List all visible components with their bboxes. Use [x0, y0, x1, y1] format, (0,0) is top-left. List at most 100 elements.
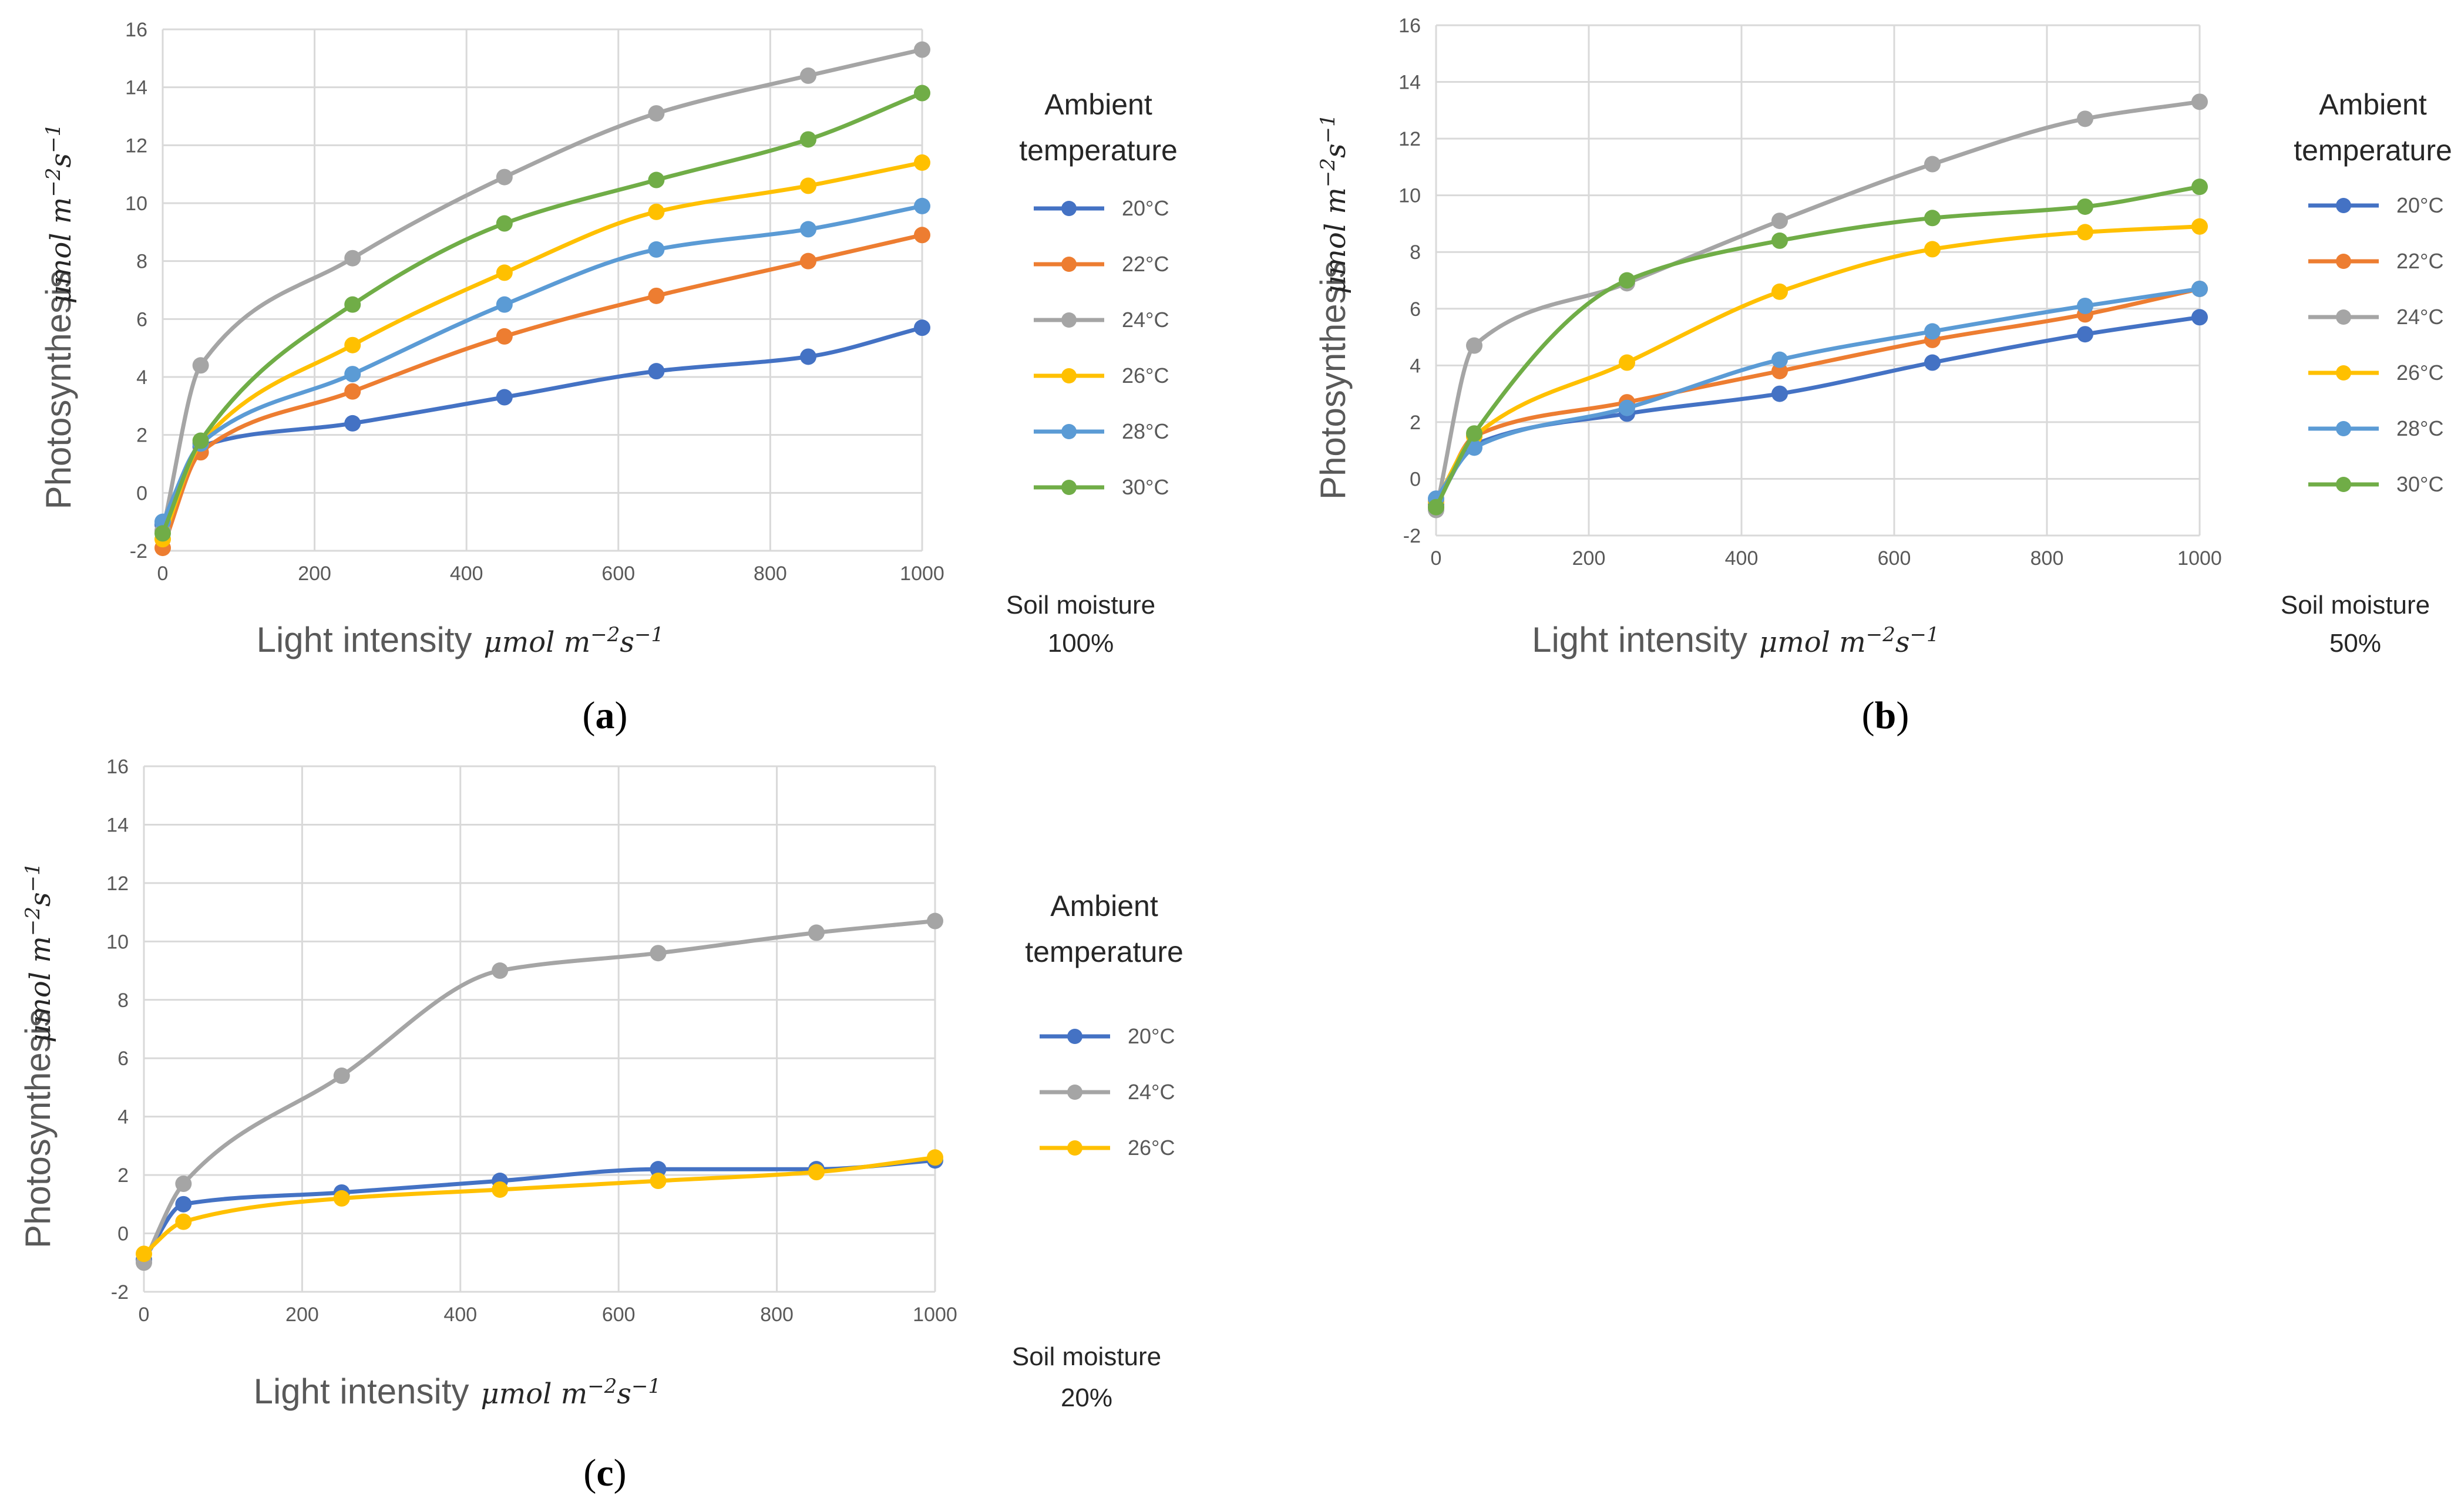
- legend-item-label: 30°C: [2396, 472, 2443, 496]
- legend-item-label: 20°C: [1128, 1024, 1175, 1048]
- x-tick-label: 400: [443, 1304, 477, 1326]
- soil-moisture-label: Soil moisture: [1006, 591, 1155, 619]
- legend-item-label: 28°C: [2396, 416, 2443, 440]
- soil-moisture-label: Soil moisture: [1012, 1342, 1161, 1371]
- x-tick-label: 400: [450, 563, 483, 585]
- y-tick-label: 6: [117, 1048, 129, 1070]
- legend-item-label: 20°C: [2396, 193, 2443, 217]
- legend-item-label: 24°C: [2396, 305, 2443, 329]
- legend-swatch-marker: [2336, 477, 2351, 492]
- series-line: [1434, 315, 2202, 507]
- legend-swatch-marker: [2336, 309, 2351, 325]
- data-point: [175, 1213, 192, 1230]
- y-axis-title: Photosynthesis: [18, 1009, 58, 1248]
- series-24°C: [154, 41, 930, 539]
- data-point: [136, 1245, 152, 1262]
- x-axis-unit: μmol m−2s−1: [484, 623, 664, 659]
- legend-swatch-marker: [1061, 201, 1077, 216]
- x-tick-label: 800: [754, 563, 787, 585]
- data-point: [914, 319, 930, 336]
- data-point: [333, 1068, 350, 1085]
- data-point: [648, 363, 665, 380]
- data-point: [1619, 354, 1635, 371]
- data-point: [800, 131, 817, 148]
- data-point: [1771, 283, 1788, 300]
- y-tick-label: 14: [1398, 72, 1421, 94]
- data-point: [650, 945, 667, 962]
- x-tick-label: 600: [1878, 547, 1911, 570]
- gridlines: [143, 765, 936, 1293]
- data-point: [927, 1149, 943, 1166]
- legend: Ambient temperature 20°C 22°C 24°C 26°C 28°C 30…: [2294, 88, 2452, 496]
- data-point: [1428, 499, 1444, 516]
- data-point: [192, 432, 209, 449]
- series-24°C: [1428, 93, 2208, 518]
- data-point: [175, 1196, 192, 1213]
- legend-swatch-marker: [1067, 1085, 1082, 1100]
- data-point: [808, 924, 825, 941]
- series-30°C: [1428, 179, 2208, 516]
- y-tick-label: 14: [106, 814, 129, 836]
- y-tick-label: 6: [1410, 298, 1421, 321]
- legend-item-label: 28°C: [1122, 419, 1169, 443]
- panel-label: (b): [1862, 694, 1909, 737]
- y-tick-label: 8: [117, 989, 129, 1012]
- y-tick-label: 14: [125, 77, 147, 99]
- y-tick-label: 4: [1410, 355, 1421, 377]
- legend-swatch-marker: [1061, 257, 1077, 272]
- panel-label: (a): [583, 694, 628, 737]
- y-tick-label: 10: [125, 193, 147, 215]
- y-tick-label: 10: [106, 931, 129, 953]
- data-point: [1619, 272, 1635, 289]
- legend-title: Ambient: [2319, 88, 2427, 121]
- y-tick-label: 4: [117, 1106, 129, 1129]
- y-axis-title: Photosynthesis: [1313, 261, 1353, 500]
- x-axis-unit: μmol m−2s−1: [481, 1375, 661, 1410]
- legend-swatch-marker: [2336, 365, 2351, 380]
- data-point: [344, 415, 361, 432]
- data-point: [1619, 399, 1635, 416]
- y-tick-label: 2: [117, 1164, 129, 1187]
- legend: Ambient temperature 20°C 22°C 24°C 26°C 28°C 30…: [1019, 88, 1178, 499]
- y-tick-label: 0: [117, 1223, 129, 1245]
- legend-swatch-marker: [1067, 1029, 1082, 1044]
- gridlines: [1435, 24, 2201, 537]
- data-point: [496, 296, 513, 313]
- data-point: [914, 154, 930, 171]
- series-28°C: [1428, 280, 2208, 507]
- panel-a: -2 0 2 4 6 8 10 12 14 16 0 200 400 600 800 1000 Light in…: [39, 19, 1178, 737]
- x-tick-label: 800: [2030, 547, 2064, 570]
- x-tick-label: 400: [1725, 547, 1759, 570]
- data-point: [2191, 93, 2208, 110]
- data-point: [648, 171, 665, 188]
- data-point: [344, 336, 361, 353]
- panel-b: -2 0 2 4 6 8 10 12 14 16 0 200 400 600 800 1000 Light in…: [1313, 15, 2452, 737]
- legend-item-label: 22°C: [2396, 249, 2443, 273]
- series-26°C: [136, 1149, 943, 1262]
- y-tick-label: 10: [1398, 185, 1421, 207]
- data-point: [496, 169, 513, 186]
- data-point: [344, 366, 361, 383]
- data-point: [927, 912, 943, 930]
- legend-title: temperature: [1019, 134, 1178, 167]
- y-tick-label: 8: [136, 251, 147, 273]
- data-point: [496, 215, 513, 232]
- x-axis-title: Light intensity: [1532, 620, 1747, 659]
- data-point: [2077, 326, 2093, 343]
- x-tick-label: 200: [285, 1304, 319, 1326]
- data-point: [800, 67, 817, 84]
- data-point: [648, 203, 665, 220]
- legend-title: Ambient: [1050, 890, 1158, 922]
- legend-item-label: 22°C: [1122, 252, 1169, 276]
- legend-title: temperature: [1025, 935, 1184, 968]
- data-point: [2191, 218, 2208, 235]
- legend-swatch-marker: [2336, 254, 2351, 269]
- legend-swatch-marker: [2336, 421, 2351, 436]
- legend-swatch-marker: [1061, 480, 1077, 495]
- data-point: [1924, 323, 1941, 340]
- data-point: [2191, 280, 2208, 297]
- y-tick-label: 4: [136, 366, 147, 389]
- x-tick-label: 600: [601, 563, 635, 585]
- data-point: [154, 525, 171, 542]
